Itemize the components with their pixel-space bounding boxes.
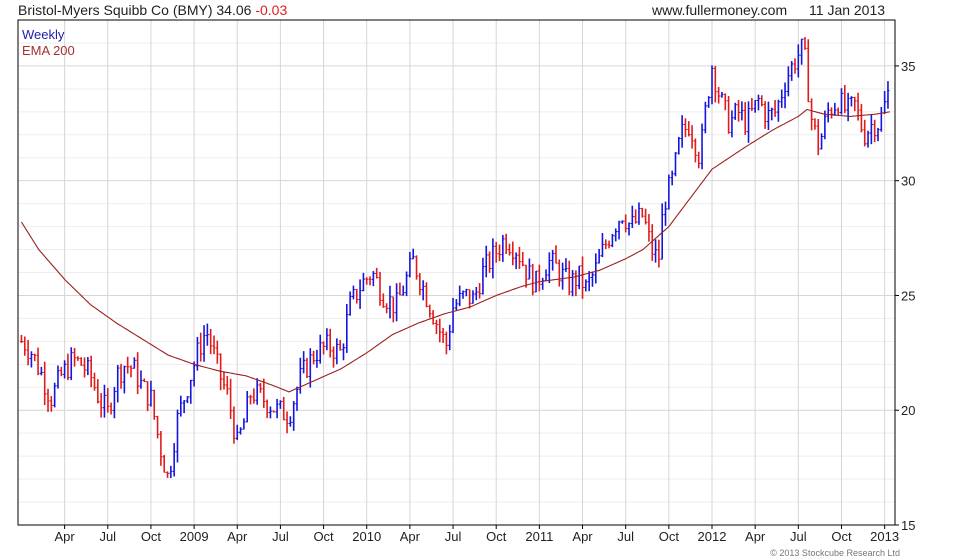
x-tick-label: Jul bbox=[99, 529, 116, 544]
x-tick-label: Apr bbox=[227, 529, 248, 544]
price-change: -0.03 bbox=[255, 2, 288, 18]
header-right: www.fullermoney.com 11 Jan 2013 bbox=[652, 0, 903, 20]
company-name: Bristol-Myers Squibb Co (BMY) bbox=[18, 2, 213, 18]
x-tick-label: 2009 bbox=[180, 529, 209, 544]
chart-title: Bristol-Myers Squibb Co (BMY) 34.06 -0.0… bbox=[18, 0, 287, 20]
y-tick-label: 35 bbox=[901, 59, 915, 74]
y-tick-label: 15 bbox=[901, 518, 915, 533]
x-tick-label: 2013 bbox=[870, 529, 899, 544]
x-tick-label: Apr bbox=[745, 529, 766, 544]
x-tick-label: Apr bbox=[54, 529, 75, 544]
x-tick-label: Oct bbox=[141, 529, 162, 544]
y-axis-ticks: 15 20 25 30 35 bbox=[895, 59, 915, 533]
legend-weekly: Weekly bbox=[22, 27, 65, 42]
y-tick-label: 25 bbox=[901, 288, 915, 303]
last-price: 34.06 bbox=[216, 2, 252, 18]
y-tick-label: 20 bbox=[901, 403, 915, 418]
chart-grid bbox=[18, 19, 895, 526]
x-tick-label: 2010 bbox=[352, 529, 381, 544]
x-tick-label: Oct bbox=[313, 529, 334, 544]
x-tick-label: 2012 bbox=[698, 529, 727, 544]
plot-frame bbox=[17, 19, 896, 526]
x-tick-label: Jul bbox=[790, 529, 807, 544]
site-link[interactable]: www.fullermoney.com bbox=[652, 2, 788, 18]
ema-200-line bbox=[21, 108, 890, 393]
x-tick-label: Apr bbox=[572, 529, 593, 544]
x-tick-label: Oct bbox=[831, 529, 852, 544]
legend-ema-200: EMA 200 bbox=[22, 43, 75, 58]
copyright-note: © 2013 Stockcube Research Ltd bbox=[770, 548, 900, 558]
x-tick-label: Jul bbox=[272, 529, 289, 544]
x-tick-label: Oct bbox=[659, 529, 680, 544]
price-bars bbox=[19, 37, 890, 479]
y-tick-label: 30 bbox=[901, 174, 915, 189]
x-axis-ticks: Apr Jul Oct 2009 Apr Jul Oct 2010 Apr Jul Oct 2011 A… bbox=[54, 525, 899, 544]
chart-date: 11 Jan 2013 bbox=[809, 2, 886, 18]
x-tick-label: 2011 bbox=[525, 529, 553, 544]
x-tick-label: Jul bbox=[617, 529, 634, 544]
x-tick-label: Oct bbox=[486, 529, 507, 544]
x-tick-label: Jul bbox=[445, 529, 462, 544]
x-tick-label: Apr bbox=[400, 529, 421, 544]
